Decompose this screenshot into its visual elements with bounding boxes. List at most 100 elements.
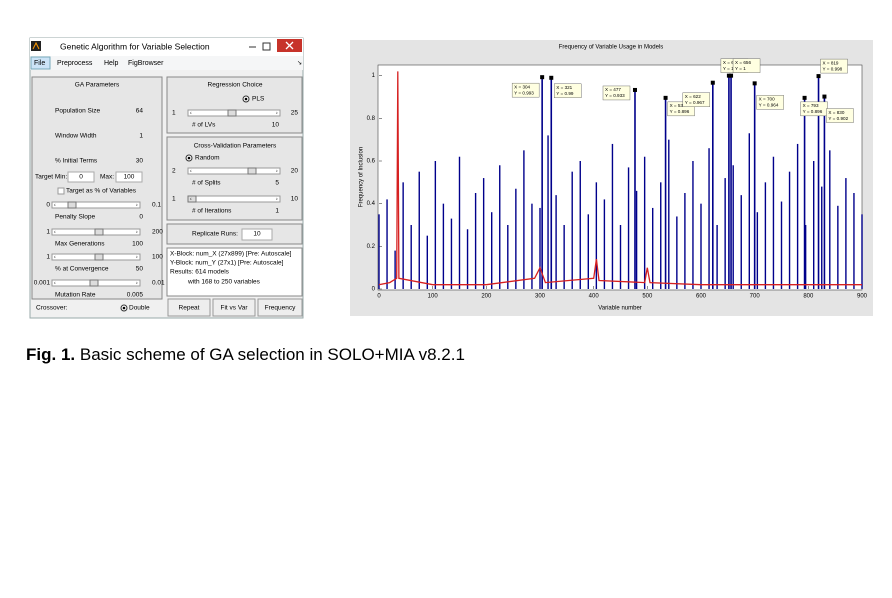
- menu-bar: [30, 56, 303, 70]
- slider-arrow: ›: [136, 254, 138, 260]
- bar: [837, 205, 839, 289]
- x-tick-label: 700: [750, 294, 761, 300]
- bar: [627, 167, 630, 289]
- x-axis-label: Variable number: [598, 306, 642, 312]
- bar: [813, 161, 815, 289]
- datatip-marker: [822, 94, 827, 99]
- field-value: 5: [275, 180, 279, 187]
- x-tick-label: 600: [696, 294, 707, 300]
- datatip-text: X = 793: [803, 103, 819, 108]
- field-label: Penalty Slope: [55, 214, 95, 221]
- slider-max: 0.1: [152, 202, 161, 209]
- slider-min: 1: [46, 254, 50, 261]
- line: [378, 71, 862, 286]
- button[interactable]: [212, 298, 256, 317]
- caption: Fig. 1. Basic scheme of GA selection in …: [26, 345, 465, 364]
- field-value: 0: [79, 174, 83, 181]
- field-value: 1: [275, 208, 279, 215]
- datatip-text: Y = 1: [723, 66, 734, 71]
- bar: [845, 178, 847, 289]
- menu-item[interactable]: File: [34, 60, 45, 67]
- menu-item[interactable]: Help: [104, 60, 119, 67]
- bar: [523, 150, 525, 289]
- datatip-text: X = 819: [823, 60, 839, 65]
- datatip-text: Y = 0.896: [670, 109, 690, 114]
- y-tick-label: 0.4: [367, 201, 376, 207]
- bar: [603, 199, 606, 289]
- bar: [434, 161, 437, 289]
- panel-title: GA Parameters: [75, 82, 120, 89]
- peak-bar: [664, 97, 667, 289]
- bar: [531, 203, 533, 289]
- field-value: 100: [132, 241, 143, 248]
- maximize-button[interactable]: [262, 42, 271, 51]
- datatip-text: X = 656: [735, 60, 751, 65]
- slider-min: 1: [46, 229, 50, 236]
- datatip-marker: [632, 87, 637, 92]
- datatip-text: Y = 0.896: [803, 109, 823, 114]
- datatip-text: X = 321: [556, 85, 572, 90]
- bar: [458, 156, 461, 289]
- menu-item[interactable]: Preprocess: [57, 60, 93, 67]
- field-value: 1: [139, 133, 143, 140]
- field-label: % Initial Terms: [55, 158, 98, 165]
- caption-label: Fig. 1.: [26, 345, 75, 364]
- y-tick-label: 0.6: [367, 159, 376, 165]
- bar: [499, 165, 501, 289]
- datatip-text: X = 700: [759, 97, 775, 102]
- menu-item[interactable]: FigBrowser: [128, 60, 164, 67]
- datatip-text: X = 652: [723, 60, 739, 65]
- bar: [676, 216, 678, 289]
- button-label[interactable]: Repeat: [179, 305, 200, 312]
- button[interactable]: [257, 298, 303, 317]
- datatip-text: X = 830: [828, 110, 844, 115]
- slider-arrow: ‹: [54, 202, 56, 208]
- datatip-box: [756, 95, 784, 110]
- datatip-marker: [752, 81, 757, 86]
- replicate-box[interactable]: [241, 228, 273, 241]
- peak-bar: [823, 96, 826, 289]
- field-label: Crossover:: [36, 305, 68, 312]
- target-min-box[interactable]: [67, 171, 95, 183]
- peak-bar: [753, 83, 756, 289]
- bar: [426, 235, 428, 289]
- bar: [394, 250, 396, 289]
- regression-panel: [166, 76, 303, 134]
- slider-thumb: [227, 109, 237, 117]
- window-title: Genetic Algorithm for Variable Selection: [60, 41, 210, 51]
- results-line: X-Block: num_X (27x899) [Pre: Autoscale]: [170, 251, 292, 258]
- slider-arrow: ‹: [54, 254, 56, 260]
- menu-highlight: [30, 56, 51, 70]
- checkbox-label: Target as % of Variables: [66, 188, 137, 195]
- field-label: Replicate Runs:: [192, 231, 238, 238]
- bar: [611, 143, 614, 289]
- datatip-text: X = 622: [685, 94, 701, 99]
- y-tick-label: 1: [372, 73, 376, 79]
- button-label[interactable]: Frequency: [265, 305, 296, 312]
- bar: [619, 225, 622, 289]
- y-tick-label: 0.8: [367, 116, 376, 122]
- peak-bar: [541, 77, 543, 289]
- close-glyph: [285, 41, 294, 50]
- button[interactable]: [167, 298, 211, 317]
- datatip-text: Y = 0.993: [514, 90, 534, 95]
- checkbox[interactable]: [57, 187, 65, 195]
- datatip-text: Y = 0.964: [759, 103, 779, 108]
- slider-arrow: ›: [276, 168, 278, 174]
- y-tick-label: 0: [372, 287, 376, 293]
- slider-max: 20: [291, 168, 299, 175]
- field-label: Mutation Rate: [55, 292, 96, 299]
- x-tick-label: 800: [803, 294, 814, 300]
- button-label[interactable]: Fit vs Var: [221, 305, 249, 312]
- slider-max: 10: [291, 196, 299, 203]
- slider-thumb: [89, 279, 99, 287]
- bar: [547, 135, 549, 289]
- slider-thumb: [94, 228, 104, 236]
- bar: [410, 225, 412, 289]
- field-value: 0: [139, 214, 143, 221]
- slider-arrow: ‹: [190, 196, 192, 202]
- bar: [418, 171, 420, 289]
- bar: [539, 207, 541, 289]
- target-max-box[interactable]: [115, 171, 143, 183]
